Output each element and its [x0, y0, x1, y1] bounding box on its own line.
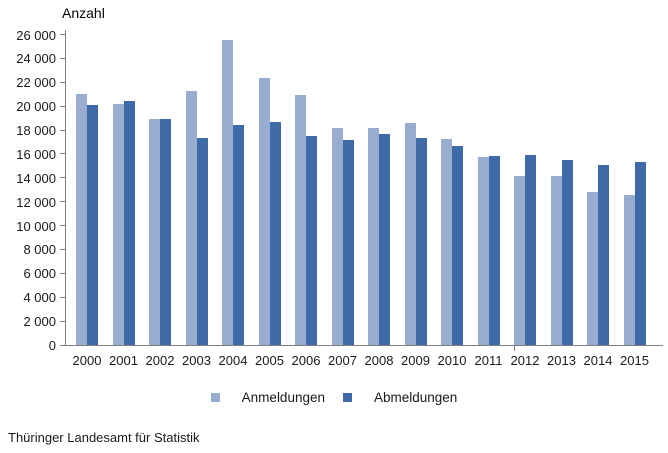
y-tick-label: 22 000 [16, 75, 56, 91]
y-tick-mark [60, 320, 65, 322]
bar-anmeldungen-2005 [258, 78, 270, 345]
x-axis-label: 2010 [437, 353, 467, 368]
y-tick-mark [60, 296, 65, 298]
bar-abmeldungen-2002 [160, 118, 171, 345]
x-axis-label: 2013 [547, 353, 576, 368]
bar-anmeldungen-2015 [623, 194, 635, 345]
bar-abmeldungen-2009 [415, 137, 427, 345]
bar-abmeldungen-2008 [379, 133, 390, 345]
bar-abmeldungen-2011 [488, 155, 500, 345]
bar-abmeldungen-2004 [233, 125, 244, 345]
legend-swatch-anmeldungen [210, 393, 220, 402]
y-tick-label: 26 000 [16, 27, 56, 43]
bar-abmeldungen-2012 [525, 154, 536, 345]
bar-abmeldungen-2005 [269, 121, 281, 345]
y-tick-label: 24 000 [16, 51, 56, 67]
bar-anmeldungen-2007 [331, 127, 343, 345]
y-tick-mark [60, 201, 65, 203]
y-tick-mark [60, 105, 65, 107]
legend-label: Anmeldungen [241, 390, 325, 405]
bar-anmeldungen-2001 [112, 103, 124, 345]
x-axis-label: 2015 [620, 353, 649, 368]
legend-item-anmeldungen: Anmeldungen [210, 390, 325, 405]
y-tick-mark [60, 153, 65, 155]
y-tick-mark [60, 344, 65, 346]
x-axis-label: 2004 [218, 353, 248, 368]
bar-anmeldungen-2011 [477, 156, 489, 345]
legend-swatch-abmeldungen [343, 393, 352, 402]
legend: Anmeldungen Abmeldungen [0, 390, 668, 405]
y-tick-mark [60, 34, 65, 35]
y-tick-label: 12 000 [16, 194, 56, 210]
bar-abmeldungen-2015 [634, 161, 646, 345]
y-tick-mark [60, 57, 65, 59]
y-tick-mark [60, 81, 65, 83]
source-text: Thüringer Landesamt für Statistik [8, 430, 200, 445]
bar-abmeldungen-2006 [306, 136, 317, 345]
y-tick-mark [60, 272, 65, 274]
y-tick-label: 6 000 [23, 266, 56, 282]
bar-anmeldungen-2010 [441, 138, 452, 345]
bar-abmeldungen-2003 [196, 137, 208, 345]
legend-label: Abmeldungen [374, 390, 458, 405]
x-axis-label: 2009 [401, 353, 430, 368]
bar-abmeldungen-2000 [87, 104, 98, 345]
y-tick-mark [60, 225, 65, 227]
bar-anmeldungen-2004 [222, 40, 233, 345]
y-tick-label: 8 000 [23, 242, 56, 258]
y-tick-label: 14 000 [16, 170, 56, 186]
y-tick-mark [60, 177, 65, 179]
x-axis-label: 2007 [328, 353, 357, 368]
y-tick-label: 16 000 [16, 146, 56, 162]
x-axis-label: 2002 [145, 353, 175, 368]
y-tick-label: 0 [48, 338, 56, 353]
x-axis-label: 2006 [291, 353, 321, 368]
y-tick-label: 18 000 [16, 123, 56, 139]
bar-abmeldungen-2007 [342, 140, 354, 345]
x-axis [65, 345, 663, 346]
bar-anmeldungen-2013 [550, 176, 562, 345]
y-axis-title: Anzahl [62, 5, 105, 21]
x-axis-label: 2012 [510, 353, 540, 368]
bar-abmeldungen-2014 [598, 165, 609, 345]
bar-anmeldungen-2000 [76, 93, 87, 345]
y-tick-label: 4 000 [23, 290, 56, 306]
bar-anmeldungen-2014 [587, 191, 598, 345]
bar-anmeldungen-2008 [368, 128, 379, 345]
x-axis-label: 2005 [255, 353, 284, 368]
bar-anmeldungen-2002 [149, 118, 160, 345]
x-axis-label: 2014 [583, 353, 613, 368]
x-axis-label: 2000 [72, 353, 102, 368]
y-tick-label: 2 000 [23, 314, 56, 330]
y-tick-label: 20 000 [16, 99, 56, 115]
bar-abmeldungen-2001 [123, 100, 135, 345]
x-axis-label: 2011 [474, 353, 503, 368]
x-axis-label: 2003 [182, 353, 211, 368]
y-axis [65, 30, 66, 345]
bar-abmeldungen-2013 [561, 159, 573, 345]
bar-anmeldungen-2006 [295, 95, 306, 345]
bar-anmeldungen-2003 [185, 91, 197, 345]
bar-abmeldungen-2010 [452, 145, 463, 345]
bar-anmeldungen-2012 [514, 176, 525, 345]
y-tick-mark [60, 129, 65, 131]
y-tick-mark [60, 248, 65, 250]
x-axis-label: 2001 [109, 353, 138, 368]
x-axis-label: 2008 [364, 353, 394, 368]
bar-anmeldungen-2009 [404, 123, 416, 345]
y-tick-label: 10 000 [16, 218, 56, 234]
legend-item-abmeldungen: Abmeldungen [343, 390, 457, 405]
x-axis-tick-mark [514, 346, 515, 351]
